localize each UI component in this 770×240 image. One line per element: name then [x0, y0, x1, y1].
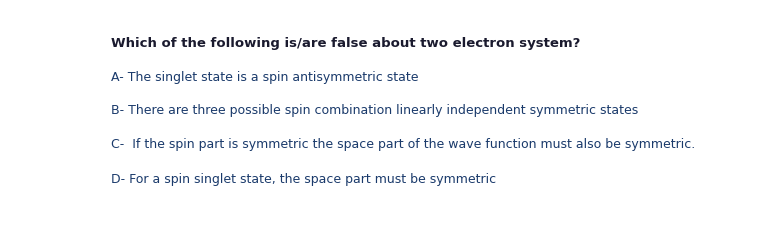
Text: B- There are three possible spin combination linearly independent symmetric stat: B- There are three possible spin combina… [111, 104, 638, 117]
Text: D- For a spin singlet state, the space part must be symmetric: D- For a spin singlet state, the space p… [111, 173, 497, 186]
Text: A- The singlet state is a spin antisymmetric state: A- The singlet state is a spin antisymme… [111, 71, 419, 84]
Text: Which of the following is/are false about two electron system?: Which of the following is/are false abou… [111, 36, 581, 49]
Text: C-  If the spin part is symmetric the space part of the wave function must also : C- If the spin part is symmetric the spa… [111, 138, 695, 151]
